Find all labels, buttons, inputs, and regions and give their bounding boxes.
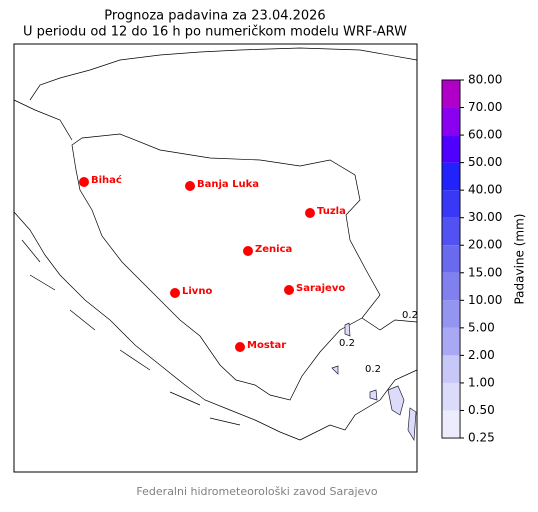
colorbar-segment [442, 107, 460, 136]
colorbar-segment [442, 382, 460, 411]
colorbar-segment [442, 162, 460, 191]
city-marker [185, 181, 195, 191]
colorbar-segment [442, 217, 460, 246]
footer: Federalni hidrometeorološki zavod Saraje… [136, 485, 377, 498]
city-label: Mostar [247, 340, 286, 351]
city-marker [235, 342, 245, 352]
colorbar-segment [442, 135, 460, 163]
colorbar-tick-label: 30.00 [468, 210, 502, 224]
colorbar-segment [442, 327, 460, 356]
colorbar-tick-label: 80.00 [468, 73, 502, 87]
title: Prognoza padavina za 23.04.2026 [104, 9, 325, 24]
colorbar-tick-label: 1.00 [468, 375, 495, 389]
map [13, 43, 418, 473]
subtitle: U periodu od 12 do 16 h po numeričkom mo… [23, 25, 407, 40]
colorbar-label: Padavine (mm) [513, 213, 527, 304]
colorbar-tick-label: 20.00 [468, 238, 502, 252]
colorbar-segment [442, 272, 460, 301]
colorbar-tick-label: 2.00 [468, 348, 495, 362]
colorbar-tick-label: 0.50 [468, 403, 495, 417]
colorbar-tick-label: 70.00 [468, 100, 502, 114]
colorbar-frame [441, 79, 461, 439]
colorbar-segment [442, 355, 460, 383]
colorbar-segment [442, 300, 460, 328]
colorbar-tick-label: 10.00 [468, 293, 502, 307]
colorbar-tick-label: 50.00 [468, 155, 502, 169]
colorbar-tick-label: 5.00 [468, 320, 495, 334]
colorbar-tick-label: 0.25 [468, 431, 495, 445]
city-marker [243, 246, 253, 256]
city-label: Sarajevo [296, 283, 345, 294]
contour-label: 0.2 [402, 310, 418, 321]
city-label: Banja Luka [197, 179, 259, 190]
colorbar-tick-label: 60.00 [468, 128, 502, 142]
city-label: Tuzla [317, 206, 346, 217]
colorbar-segment [442, 80, 460, 108]
city-marker [305, 208, 315, 218]
colorbar-segment [442, 410, 460, 438]
city-marker [284, 285, 294, 295]
colorbar-tick-label: 40.00 [468, 183, 502, 197]
city-label: Bihać [91, 174, 122, 186]
colorbar-segment [442, 245, 460, 273]
city-marker [79, 177, 89, 187]
city-marker [170, 288, 180, 298]
city-label: Zenica [255, 244, 292, 255]
colorbar-segment [442, 190, 460, 218]
city-label: Livno [182, 286, 212, 297]
contour-label: 0.2 [365, 364, 381, 375]
colorbar-tick-label: 15.00 [468, 265, 502, 279]
contour-label: 0.2 [339, 338, 355, 349]
